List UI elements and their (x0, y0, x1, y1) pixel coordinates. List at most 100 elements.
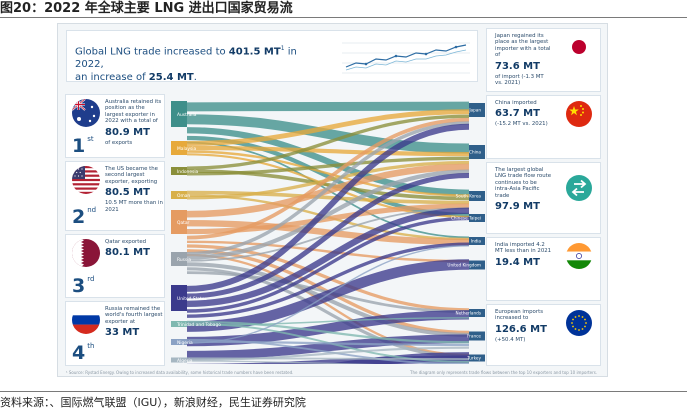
importer-card-india: India imported 4.2 MT less than in 2021 … (486, 237, 601, 301)
source-label: Trinidad and Tobago (176, 322, 221, 328)
target-node-south-korea (469, 191, 485, 201)
source-node-algeria (171, 357, 187, 363)
footnote-right: The diagram only represents trade flows … (410, 370, 598, 375)
target-label: United Kingdom (447, 263, 481, 268)
importer-text: The largest global LNG trade flow route … (495, 167, 553, 214)
usa-flag-icon (72, 166, 100, 194)
source-node-nigeria (171, 339, 187, 345)
headline-footnote-mark: 1 (280, 45, 285, 52)
flow-united-states-to-chinese-taipei (186, 216, 470, 313)
source-label: Australia (177, 112, 197, 118)
source-node-russia (171, 252, 187, 266)
importer-note: (+50.4 MT) (495, 336, 526, 343)
importer-card-europe: European imports increased to 126.6 MT (… (486, 304, 601, 366)
target-label: Netherlands (455, 311, 481, 316)
flow-nigeria-to-india (186, 245, 470, 344)
flow-russia-to-spain (186, 267, 470, 359)
target-node-netherlands (469, 309, 485, 317)
headline-increase-value: 25.4 MT (148, 72, 194, 84)
target-node-united-kingdom (469, 260, 485, 270)
target-node-chinese-taipei (469, 214, 485, 222)
trade-exchange-icon (566, 175, 592, 201)
flow-united-states-to-france (186, 334, 470, 360)
infographic-card: Global LNG trade increased to 401.5 MT1 … (57, 23, 608, 377)
exporter-note: of exports (105, 139, 133, 146)
exporter-desc: Australia retained its position as the l… (105, 99, 162, 125)
flow-indonesia-to-china (186, 156, 470, 176)
exporter-value: 80.9 MT (105, 126, 150, 138)
importer-desc: China imported (495, 100, 537, 106)
flow-algeria-to-spain (186, 360, 374, 364)
flow-qatar-to-india (186, 220, 470, 245)
headline-line1-pre: Global LNG trade increased to (75, 46, 229, 58)
figure-title: 图20：2022 年全球主要 LNG 进出口国家贸易流 (0, 1, 293, 16)
india-flag-icon (566, 243, 592, 269)
source-node-united-states (171, 285, 187, 311)
importer-card-china: China imported 63.7 MT (-15.2 MT vs. 202… (486, 95, 601, 159)
importer-note: of import (-1.3 MT vs. 2021) (495, 73, 544, 87)
source-label: United States (177, 296, 207, 302)
importer-desc: European imports increased to (495, 309, 543, 322)
headline-total-value: 401.5 MT (228, 46, 281, 58)
source-label: Algeria (177, 358, 193, 364)
importer-desc: India imported 4.2 MT less than in 2021 (495, 242, 552, 255)
target-label: South Korea (456, 194, 482, 199)
russia-flag-icon (72, 306, 100, 334)
flow-australia-to-south-korea (186, 127, 470, 196)
target-label: India (471, 239, 482, 244)
rank-suffix: th (87, 342, 95, 350)
lng-trade-flow-sankey: Australia Malaysia Indonesia Oman Qatar Russi… (171, 101, 485, 364)
flow-qatar-to-japan (186, 117, 470, 240)
flow-malaysia-to-japan (186, 109, 470, 146)
rank-suffix: nd (87, 206, 97, 214)
source-node-oman (171, 191, 187, 199)
exporter-text: Russia remained the world's fourth large… (105, 306, 163, 340)
target-label: Japan (468, 108, 481, 113)
bottom-rule (0, 391, 687, 392)
rank-number: 4 (72, 342, 86, 364)
source-label: Indonesia (177, 169, 199, 175)
flow-united-states-to-india (186, 242, 470, 318)
importer-note: (-15.2 MT vs. 2021) (495, 121, 548, 128)
footnote-left: ¹ Source: Rystad Energy. Owing to increa… (66, 370, 294, 375)
target-label: Chinese Taipei (451, 216, 481, 221)
flow-russia-to-china (186, 169, 470, 260)
australia-flag-icon (72, 99, 100, 127)
rank-number: 3 (72, 275, 86, 297)
headline-line1-post: in 2022, (75, 46, 297, 71)
qatar-flag-icon (72, 239, 100, 267)
flow-nigeria-to-france (186, 340, 470, 347)
source-node-indonesia (171, 167, 187, 175)
importer-text: India imported 4.2 MT less than in 2021 … (495, 242, 553, 270)
trend-sparkline-icon (342, 42, 470, 74)
exporter-note: 10.5 MT more than in 2021 (105, 200, 163, 213)
importer-value: 126.6 MT (495, 323, 547, 335)
target-node-france (469, 331, 485, 341)
china-flag-icon (566, 101, 592, 127)
rank-suffix: st (87, 135, 94, 143)
exporter-text: Australia retained its position as the l… (105, 99, 163, 146)
source-node-australia (171, 101, 187, 127)
importer-text: China imported 63.7 MT (-15.2 MT vs. 202… (495, 100, 553, 128)
japan-flag-icon (566, 34, 592, 60)
target-node-turkey (469, 354, 485, 362)
importer-value: 97.9 MT (495, 201, 540, 213)
importer-desc: The largest global LNG trade flow route … (495, 167, 552, 199)
target-node-japan (469, 103, 485, 117)
flow-malaysia-to-south-korea (186, 150, 470, 197)
flow-united-states-to-japan (186, 123, 470, 292)
exporter-text: Qatar exported 80.1 MT (105, 239, 163, 260)
importer-value: 73.6 MT (495, 60, 540, 72)
source-label: Qatar (177, 220, 190, 226)
flow-algeria-to-france (186, 346, 470, 361)
target-label: China (469, 150, 481, 155)
importer-value: 63.7 MT (495, 108, 540, 120)
source-label: Malaysia (177, 146, 196, 152)
source-label: Nigeria (177, 340, 193, 346)
source-node-qatar (171, 210, 187, 234)
